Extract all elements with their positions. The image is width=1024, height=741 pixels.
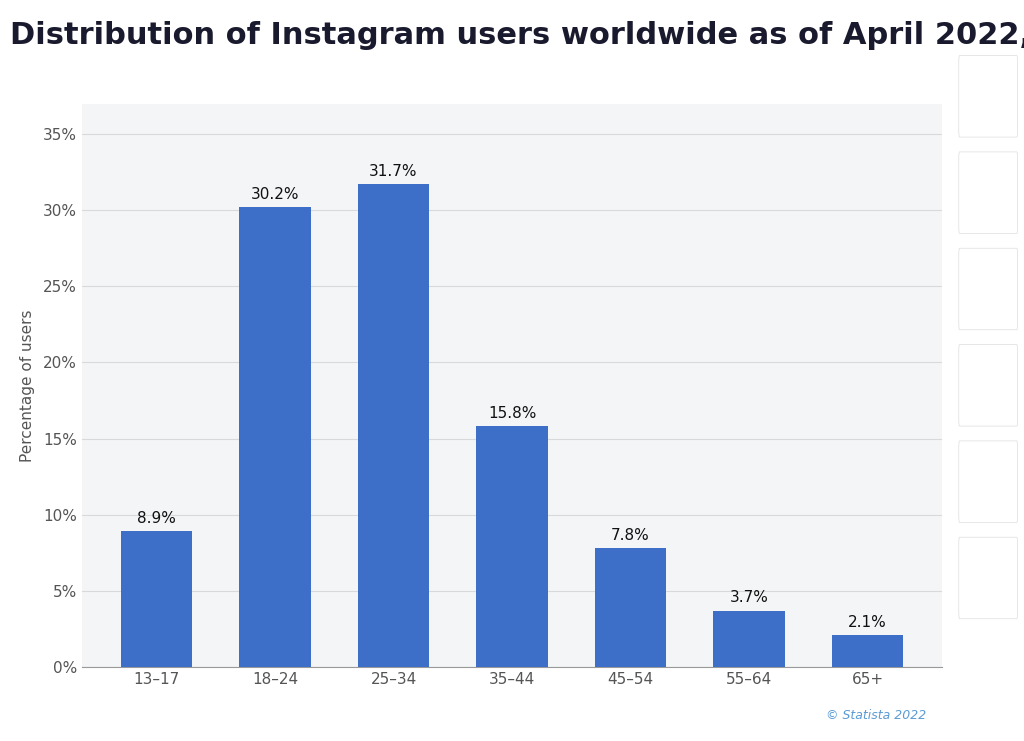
Text: 8.9%: 8.9%: [137, 511, 176, 526]
Text: 30.2%: 30.2%: [251, 187, 299, 202]
FancyBboxPatch shape: [958, 56, 1018, 137]
FancyBboxPatch shape: [958, 345, 1018, 426]
FancyBboxPatch shape: [958, 537, 1018, 619]
FancyBboxPatch shape: [958, 441, 1018, 522]
Bar: [121, 531, 193, 667]
Bar: [476, 426, 548, 667]
Bar: [831, 635, 903, 667]
Bar: [595, 548, 666, 667]
Text: Distribution of Instagram users worldwide as of April 2022,: Distribution of Instagram users worldwid…: [9, 21, 1024, 50]
Text: © Statista 2022: © Statista 2022: [826, 709, 927, 722]
Bar: [714, 611, 784, 667]
Text: 15.8%: 15.8%: [487, 406, 537, 421]
Text: 3.7%: 3.7%: [729, 591, 768, 605]
FancyBboxPatch shape: [958, 152, 1018, 233]
Text: 31.7%: 31.7%: [370, 164, 418, 179]
Text: 7.8%: 7.8%: [611, 528, 650, 543]
Bar: [358, 185, 429, 667]
FancyBboxPatch shape: [958, 248, 1018, 330]
Bar: [240, 207, 310, 667]
Y-axis label: Percentage of users: Percentage of users: [19, 309, 35, 462]
Text: 2.1%: 2.1%: [848, 614, 887, 630]
